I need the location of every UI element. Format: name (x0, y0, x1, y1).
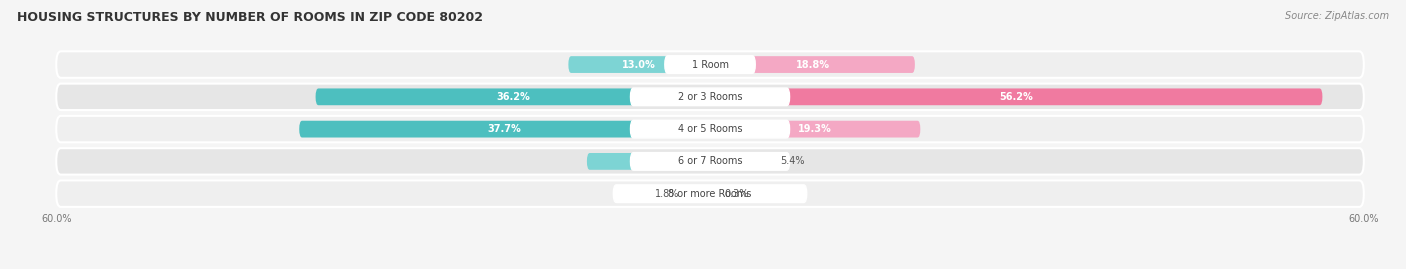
FancyBboxPatch shape (665, 56, 755, 73)
FancyBboxPatch shape (710, 185, 713, 202)
FancyBboxPatch shape (710, 56, 915, 73)
Text: 13.0%: 13.0% (623, 59, 657, 70)
Text: 4 or 5 Rooms: 4 or 5 Rooms (678, 124, 742, 134)
FancyBboxPatch shape (315, 89, 710, 105)
FancyBboxPatch shape (56, 180, 1364, 207)
FancyBboxPatch shape (56, 148, 1364, 175)
FancyBboxPatch shape (56, 51, 1364, 78)
FancyBboxPatch shape (630, 153, 790, 170)
FancyBboxPatch shape (568, 56, 710, 73)
Text: 56.2%: 56.2% (1000, 92, 1033, 102)
Text: 37.7%: 37.7% (488, 124, 522, 134)
FancyBboxPatch shape (586, 153, 710, 170)
Text: 36.2%: 36.2% (496, 92, 530, 102)
Text: 2 or 3 Rooms: 2 or 3 Rooms (678, 92, 742, 102)
Text: 1 Room: 1 Room (692, 59, 728, 70)
FancyBboxPatch shape (710, 153, 769, 170)
FancyBboxPatch shape (613, 185, 807, 203)
Text: HOUSING STRUCTURES BY NUMBER OF ROOMS IN ZIP CODE 80202: HOUSING STRUCTURES BY NUMBER OF ROOMS IN… (17, 11, 482, 24)
Text: 11.3%: 11.3% (631, 156, 665, 167)
Text: 8 or more Rooms: 8 or more Rooms (668, 189, 752, 199)
FancyBboxPatch shape (56, 84, 1364, 110)
FancyBboxPatch shape (56, 116, 1364, 142)
FancyBboxPatch shape (710, 89, 1323, 105)
Text: 0.3%: 0.3% (724, 189, 748, 199)
Text: 1.8%: 1.8% (655, 189, 679, 199)
FancyBboxPatch shape (630, 120, 790, 138)
Text: 19.3%: 19.3% (799, 124, 832, 134)
FancyBboxPatch shape (690, 185, 710, 202)
FancyBboxPatch shape (710, 121, 921, 137)
Text: 18.8%: 18.8% (796, 59, 830, 70)
FancyBboxPatch shape (630, 88, 790, 106)
FancyBboxPatch shape (299, 121, 710, 137)
Text: 5.4%: 5.4% (780, 156, 804, 167)
Text: Source: ZipAtlas.com: Source: ZipAtlas.com (1285, 11, 1389, 21)
Text: 6 or 7 Rooms: 6 or 7 Rooms (678, 156, 742, 167)
